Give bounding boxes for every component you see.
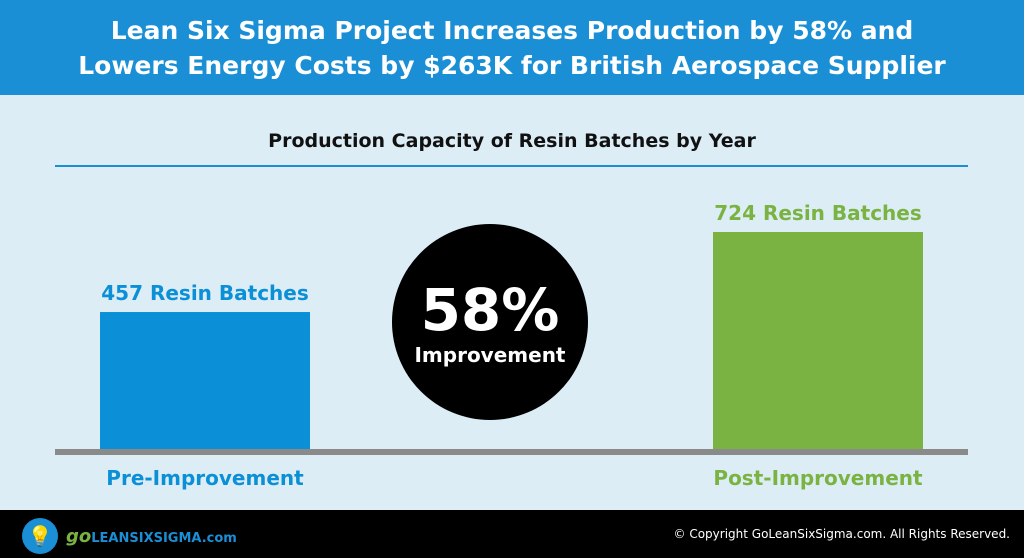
data-label-2: 724 Resin Batches bbox=[714, 201, 922, 225]
bar-2 bbox=[713, 232, 923, 449]
improvement-circle bbox=[392, 224, 588, 420]
improvement-value: 58% bbox=[421, 276, 560, 344]
improvement-label: Improvement bbox=[414, 343, 565, 367]
data-label-1: 457 Resin Batches bbox=[101, 281, 309, 305]
bar-1 bbox=[100, 312, 310, 449]
category-label-1: Pre-Improvement bbox=[106, 466, 304, 490]
footer: 💡 goLEANSIXSIGMA.com © Copyright GoLeanS… bbox=[0, 510, 1024, 558]
chart-title: Production Capacity of Resin Batches by … bbox=[268, 130, 756, 152]
header-banner: Lean Six Sigma Project Increases Product… bbox=[0, 0, 1024, 95]
title-line-2: Lowers Energy Costs by $263K for British… bbox=[78, 51, 946, 80]
title-line-1: Lean Six Sigma Project Increases Product… bbox=[110, 16, 914, 45]
brand-logo[interactable]: 💡 goLEANSIXSIGMA.com bbox=[22, 518, 237, 554]
brand-name: LEANSIXSIGMA.com bbox=[91, 530, 237, 546]
brand-go: go bbox=[66, 525, 92, 547]
copyright: © Copyright GoLeanSixSigma.com. All Righ… bbox=[673, 527, 1010, 541]
title-divider bbox=[55, 165, 968, 167]
lightbulb-icon: 💡 bbox=[22, 518, 58, 554]
baseline bbox=[55, 449, 968, 455]
category-label-2: Post-Improvement bbox=[713, 466, 923, 490]
